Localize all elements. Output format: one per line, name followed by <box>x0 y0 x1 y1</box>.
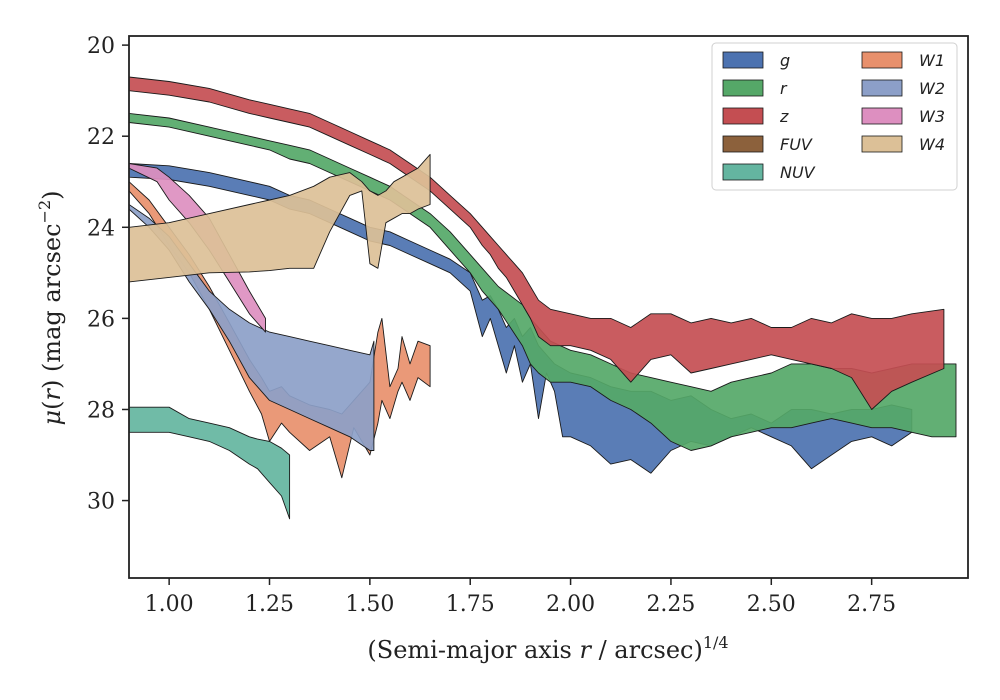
y-tick-label: 20 <box>87 34 115 59</box>
band-W3 <box>129 163 266 333</box>
legend-label-g: g <box>780 51 790 70</box>
legend-label-z: z <box>779 107 789 126</box>
band-r <box>129 112 957 451</box>
legend-swatch-W3 <box>861 107 903 125</box>
x-tick-label: 2.75 <box>847 592 896 617</box>
legend: grz FUV NUV W1 W2 W3 W4 <box>711 42 958 191</box>
x-tick-label: 1.00 <box>145 592 194 617</box>
y-tick-label: 26 <box>87 307 115 332</box>
x-tick-label: 2.50 <box>747 592 796 617</box>
y-tick-label: 24 <box>87 216 115 241</box>
x-tick-label: 2.00 <box>546 592 595 617</box>
x-axis-title: (Semi-major axis r / arcsec)1/4 <box>367 633 728 664</box>
band-z <box>129 76 945 410</box>
x-tick-label: 1.25 <box>245 592 294 617</box>
legend-label-W3: W3 <box>919 107 945 126</box>
legend-swatch-z <box>722 107 764 125</box>
legend-swatch-W2 <box>861 79 903 97</box>
legend-label-FUV: FUV <box>780 135 813 154</box>
x-tick-label: 2.25 <box>646 592 695 617</box>
legend-label-W1: W1 <box>919 51 945 70</box>
legend-swatch-FUV <box>722 135 764 153</box>
axes: 1.00 1.25 1.50 1.75 2.00 2.25 2.50 2.75 20 22 24 26… <box>87 34 969 617</box>
legend-label-NUV: NUV <box>780 163 816 182</box>
legend-swatch-r <box>722 79 764 97</box>
y-tick-label: 30 <box>87 490 115 515</box>
legend-swatch-g <box>722 51 764 69</box>
band-NUV <box>129 406 291 520</box>
y-axis-title: μ(r) (mag arcsec−2) <box>35 190 66 425</box>
legend-label-W4: W4 <box>919 135 945 154</box>
plot-areas <box>129 76 957 520</box>
y-tick-label: 28 <box>87 398 115 423</box>
x-tick-label: 1.75 <box>446 592 495 617</box>
legend-label-r: r <box>780 79 788 98</box>
y-tick-label: 22 <box>87 125 115 150</box>
legend-label-W2: W2 <box>919 79 945 98</box>
x-tick-label: 1.50 <box>345 592 394 617</box>
band-W4 <box>129 153 431 283</box>
legend-swatch-W4 <box>861 135 903 153</box>
legend-swatch-W1 <box>861 51 903 69</box>
legend-swatch-NUV <box>722 163 764 181</box>
plot-frame <box>128 35 969 579</box>
